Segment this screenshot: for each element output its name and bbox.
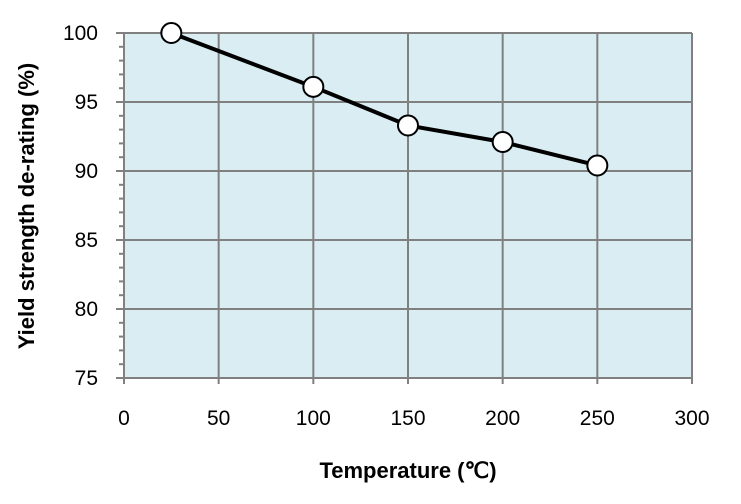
x-tick-label: 250 (580, 407, 615, 430)
y-tick-label: 100 (63, 22, 98, 45)
x-tick-label: 0 (118, 407, 130, 430)
x-axis-title: Temperature (℃) (319, 458, 496, 483)
x-tick-label: 300 (674, 407, 709, 430)
y-tick-label: 85 (75, 229, 98, 252)
data-point (160, 22, 183, 44)
data-point (302, 75, 325, 98)
x-tick-label: 50 (207, 407, 230, 430)
y-tick-label: 75 (75, 367, 98, 390)
y-axis-title: Yield strength de-rating (%) (14, 63, 39, 349)
data-point (397, 114, 419, 137)
x-tick-label: 100 (296, 407, 331, 430)
x-tick-label: 200 (485, 407, 520, 430)
data-point (586, 154, 609, 177)
data-point (491, 131, 514, 154)
y-tick-label: 90 (75, 160, 98, 183)
x-tick-label: 150 (390, 407, 425, 430)
y-tick-label: 80 (75, 298, 98, 321)
y-tick-label: 95 (75, 91, 98, 114)
